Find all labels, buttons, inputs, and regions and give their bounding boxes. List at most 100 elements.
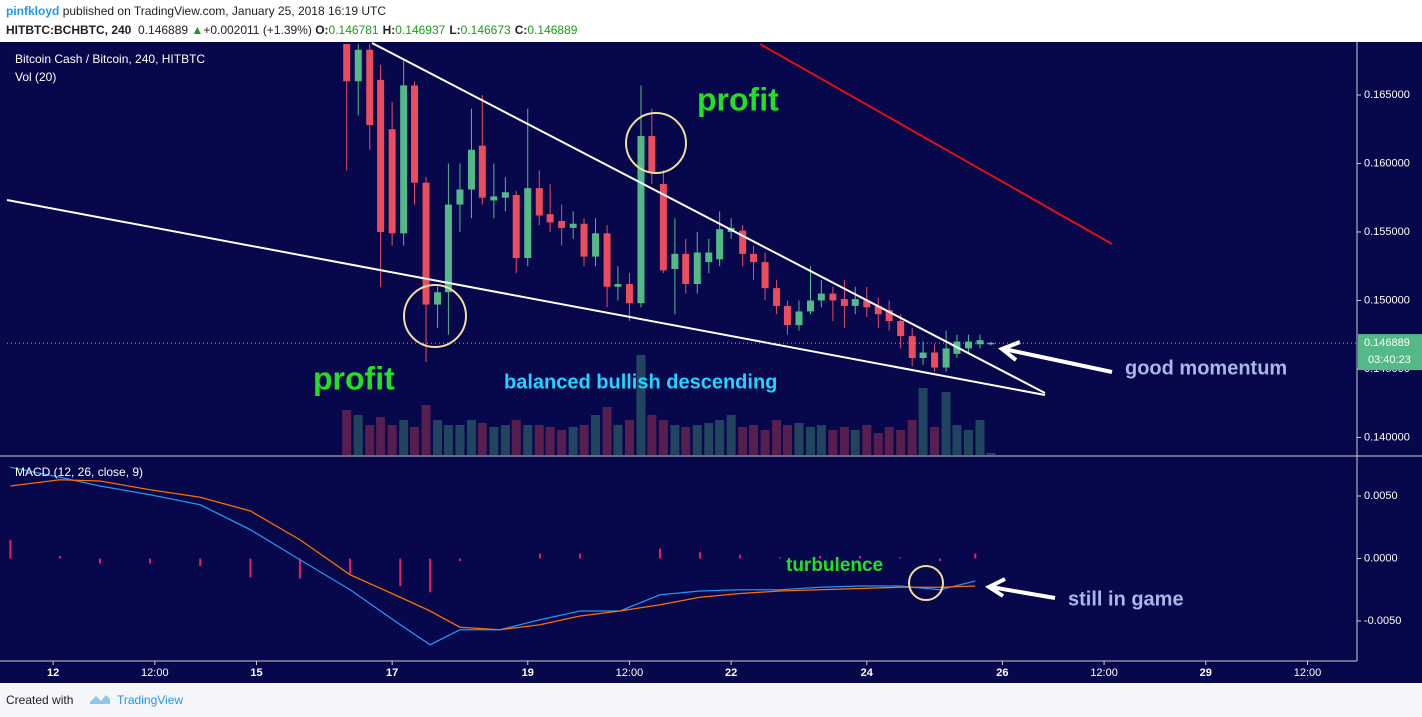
volume-bar bbox=[477, 423, 487, 455]
x-tick-label: 22 bbox=[725, 667, 737, 679]
price: 0.146889 bbox=[138, 23, 189, 37]
ohlc-label: C: bbox=[514, 23, 528, 37]
author[interactable]: pinfkloyd bbox=[6, 4, 60, 18]
candle-body bbox=[366, 49, 374, 126]
candle-body bbox=[750, 253, 758, 263]
volume-bar bbox=[624, 420, 634, 455]
macd-line bbox=[10, 479, 976, 631]
candle-body bbox=[829, 293, 837, 301]
ohlc-label: O: bbox=[315, 23, 329, 37]
candle-body bbox=[546, 214, 554, 223]
change: +0.002011 (+1.39%) bbox=[203, 23, 312, 37]
y-tick-label: 0.0000 bbox=[1364, 552, 1398, 564]
candle-body bbox=[795, 311, 803, 326]
volume-bar bbox=[896, 430, 906, 455]
volume-bar bbox=[715, 420, 725, 455]
candle-body bbox=[874, 305, 882, 315]
candle-body bbox=[478, 145, 486, 198]
arrow bbox=[984, 577, 1056, 600]
last-price-box bbox=[1358, 334, 1422, 371]
volume-bar bbox=[975, 420, 985, 455]
legend: Vol (20) bbox=[15, 70, 56, 84]
volume-bar bbox=[399, 420, 409, 455]
y-tick-label: 0.165000 bbox=[1364, 89, 1410, 101]
candle-body bbox=[637, 136, 645, 304]
volume-bar bbox=[568, 427, 578, 455]
volume-bar bbox=[952, 425, 962, 455]
x-tick-label: 12 bbox=[47, 667, 59, 679]
candle-body bbox=[987, 342, 995, 345]
y-tick-label: 0.0050 bbox=[1364, 490, 1398, 502]
candle-body bbox=[863, 300, 871, 308]
volume-bar bbox=[579, 425, 589, 455]
volume-bar bbox=[376, 417, 386, 455]
volume-bar bbox=[918, 388, 928, 455]
volume-bar bbox=[455, 425, 465, 455]
x-tick-label: 29 bbox=[1200, 667, 1212, 679]
volume-bar bbox=[816, 425, 826, 455]
candle-body bbox=[592, 233, 600, 257]
circle bbox=[908, 565, 944, 601]
brand[interactable]: TradingView bbox=[117, 693, 184, 707]
drawings bbox=[6, 42, 1113, 601]
volume-bar bbox=[443, 425, 453, 455]
volume-bar bbox=[511, 420, 521, 455]
header: pinfkloyd published on TradingView.com, … bbox=[6, 2, 581, 40]
y-tick-label: -0.0050 bbox=[1364, 615, 1401, 627]
volume-bar bbox=[602, 407, 612, 455]
candle-body bbox=[569, 223, 577, 228]
volume-bar bbox=[365, 425, 375, 455]
ohlc-value: 0.146937 bbox=[395, 23, 446, 37]
volume-bar bbox=[410, 427, 420, 455]
annotation: balanced bullish descending bbox=[504, 371, 777, 393]
candle-body bbox=[761, 262, 769, 289]
volume-bar bbox=[466, 420, 476, 455]
x-tick-label: 12:00 bbox=[616, 667, 644, 679]
candle-body bbox=[964, 341, 972, 349]
ohlc-value: 0.146889 bbox=[527, 23, 578, 37]
x-tick-label: 12:00 bbox=[1294, 667, 1322, 679]
volume-bar bbox=[828, 430, 838, 455]
chart: Bitcoin Cash / Bitcoin, 240, HITBTC Vol … bbox=[0, 42, 1422, 683]
candle-body bbox=[682, 253, 690, 285]
annotation: still in game bbox=[1068, 588, 1184, 610]
volume-bar bbox=[738, 427, 748, 455]
volume-bar bbox=[805, 427, 815, 455]
candle-body bbox=[806, 300, 814, 312]
candle-body bbox=[851, 299, 859, 306]
annotation: turbulence bbox=[786, 555, 883, 576]
candle-body bbox=[671, 253, 679, 269]
volume-bar bbox=[749, 425, 759, 455]
arrow bbox=[998, 340, 1113, 374]
candle-body bbox=[942, 348, 950, 368]
volume-bar bbox=[782, 425, 792, 455]
x-tick-label: 17 bbox=[386, 667, 398, 679]
candle-body bbox=[739, 230, 747, 254]
x-tick-label: 15 bbox=[250, 667, 262, 679]
ohlc-label: L: bbox=[449, 23, 461, 37]
volume-bar bbox=[421, 405, 431, 455]
candle-body bbox=[400, 85, 408, 234]
volume-bar bbox=[681, 427, 691, 455]
volume-bar bbox=[873, 433, 883, 455]
volume-bar bbox=[534, 425, 544, 455]
volume-bar bbox=[726, 415, 736, 455]
candle-body bbox=[919, 352, 927, 359]
volume-bar bbox=[862, 425, 872, 455]
candle-body bbox=[456, 189, 464, 205]
macd-line bbox=[10, 466, 976, 646]
candle-body bbox=[897, 321, 905, 337]
trendline bbox=[759, 43, 1113, 245]
candle-body bbox=[501, 192, 509, 198]
candle-body bbox=[444, 204, 452, 293]
volume-bar bbox=[963, 430, 973, 455]
volume-bar bbox=[941, 392, 951, 455]
candle-body bbox=[512, 194, 520, 258]
last-price-label: 0.146889 bbox=[1364, 337, 1410, 349]
annotation: good momentum bbox=[1125, 357, 1287, 379]
volume-bar bbox=[342, 410, 352, 455]
annotation: profit bbox=[313, 360, 395, 396]
candle-body bbox=[580, 223, 588, 257]
logo bbox=[90, 695, 110, 704]
x-tick-label: 19 bbox=[522, 667, 534, 679]
